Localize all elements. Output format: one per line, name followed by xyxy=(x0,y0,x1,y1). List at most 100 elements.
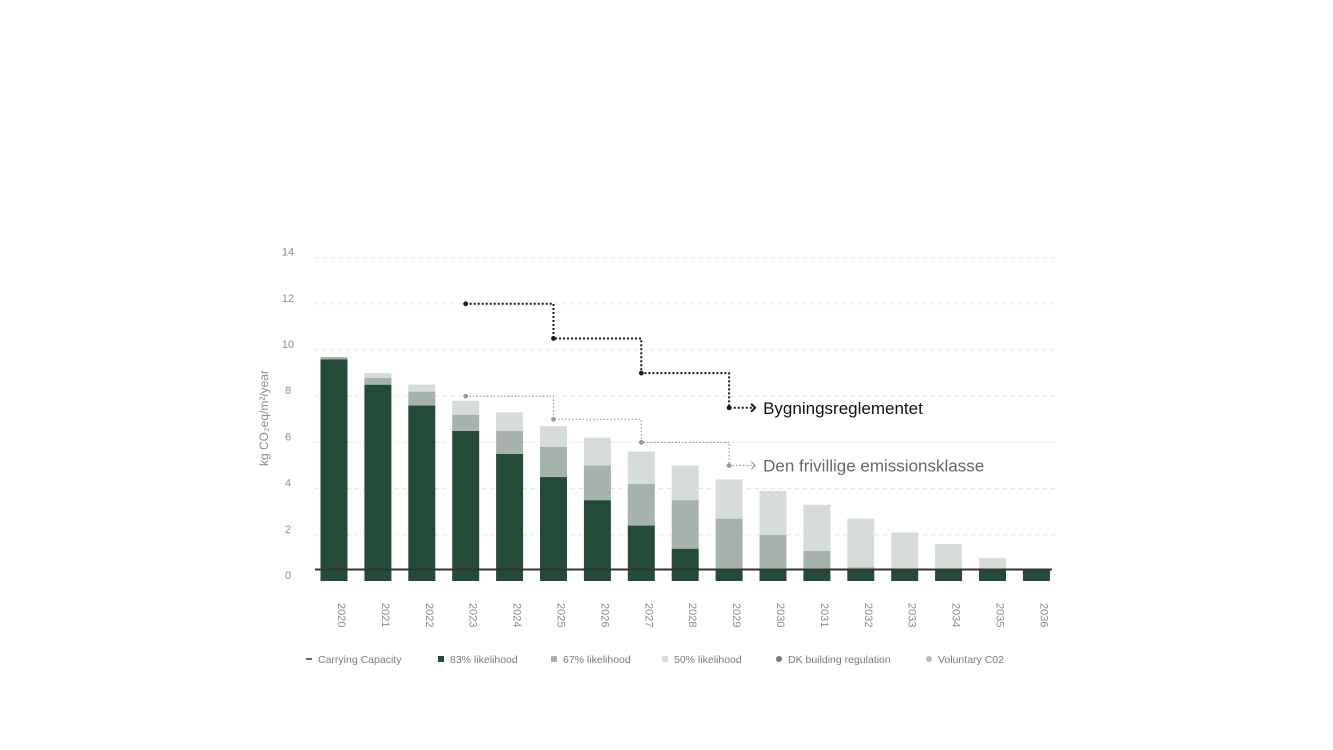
bar-2025-series-0 xyxy=(540,477,567,581)
y-tick-label: 8 xyxy=(285,385,291,397)
bar-2029-series-2 xyxy=(715,479,743,519)
bar-2030-series-1 xyxy=(759,534,787,570)
legend-marker xyxy=(662,656,668,662)
bar-2023-series-2 xyxy=(452,400,480,415)
bar-2029-series-0 xyxy=(715,569,743,581)
bar-2024-series-1 xyxy=(496,430,524,454)
bar-2036-series-0 xyxy=(1022,569,1050,581)
bar-2030-series-0 xyxy=(759,569,787,581)
y-tick-label: 14 xyxy=(282,247,294,259)
x-axis-ticks: 2020 2021 2022 2023 2024 2025 2026 2027 2028 2029… xyxy=(335,603,1049,627)
bar-2028-series-2 xyxy=(671,465,699,501)
legend-marker xyxy=(551,656,557,662)
x-tick-label: 2025 xyxy=(555,603,567,627)
legend-label: Voluntary C02 xyxy=(938,654,1004,666)
bar-2020-series-0 xyxy=(320,359,348,581)
x-tick-label: 2032 xyxy=(862,603,874,627)
bar-2034-series-2 xyxy=(935,544,963,570)
bar-2032-series-0 xyxy=(847,569,875,581)
y-tick-label: 2 xyxy=(285,524,291,536)
bar-2027-series-2 xyxy=(627,451,655,484)
x-tick-label: 2028 xyxy=(686,603,698,627)
x-tick-label: 2034 xyxy=(950,603,962,627)
x-tick-label: 2022 xyxy=(423,603,435,627)
bar-2029-series-1 xyxy=(715,518,743,570)
x-tick-label: 2035 xyxy=(994,603,1006,627)
bar-2035-series-2 xyxy=(979,557,1006,570)
bar-2026-series-0 xyxy=(583,500,611,581)
x-tick-label: 2036 xyxy=(1037,603,1049,627)
legend-label: 50% likelihood xyxy=(674,654,742,666)
y-tick-label: 12 xyxy=(282,293,294,305)
legend-label: DK building regulation xyxy=(788,654,891,666)
legend-marker xyxy=(776,656,782,662)
bar-2026-series-2 xyxy=(583,437,611,466)
y-tick-label: 4 xyxy=(285,478,291,490)
x-tick-label: 2027 xyxy=(642,603,654,627)
legend-label: 67% likelihood xyxy=(563,654,631,666)
bar-2024-series-0 xyxy=(496,453,524,581)
bar-series xyxy=(320,356,1050,581)
voluntary-co2-line xyxy=(465,395,756,467)
bar-2030-series-2 xyxy=(759,490,787,535)
y-axis-label: kg CO₂eq/m²/year xyxy=(257,370,271,466)
bar-2032-series-1 xyxy=(847,567,875,570)
dk-building-regulation-line xyxy=(465,302,756,409)
dk-building-regulation-annotation: Bygningsreglementet xyxy=(763,399,923,418)
bar-2027-series-0 xyxy=(627,525,655,581)
bar-2033-series-2 xyxy=(891,532,919,570)
y-tick-label: 0 xyxy=(285,570,291,582)
x-tick-label: 2021 xyxy=(379,603,391,627)
legend-label: 83% likelihood xyxy=(450,654,518,666)
bar-2031-series-0 xyxy=(803,569,831,581)
bar-2021-series-2 xyxy=(364,373,392,378)
bar-2028-series-0 xyxy=(671,548,699,581)
dk-building-regulation-point xyxy=(551,336,556,341)
bar-2024-series-2 xyxy=(496,412,524,431)
bar-2025-series-2 xyxy=(540,426,567,448)
y-tick-label: 6 xyxy=(285,431,291,443)
x-tick-label: 2033 xyxy=(906,603,918,627)
dk-building-regulation-point xyxy=(726,405,732,411)
x-tick-label: 2030 xyxy=(774,603,786,627)
bar-2025-series-1 xyxy=(540,447,567,478)
voluntary-co2-annotation: Den frivillige emissionsklasse xyxy=(763,457,984,476)
bar-2035-series-0 xyxy=(979,569,1006,581)
legend-marker xyxy=(926,656,932,662)
bar-2023-series-0 xyxy=(452,430,480,581)
bar-2022-series-1 xyxy=(408,391,436,406)
bar-2021-series-1 xyxy=(364,377,392,385)
dk-building-regulation-arrowhead xyxy=(750,403,757,413)
dk-building-regulation-point xyxy=(638,370,644,376)
x-tick-label: 2024 xyxy=(511,603,523,627)
voluntary-co2-point xyxy=(551,416,556,422)
x-tick-label: 2031 xyxy=(818,603,830,627)
voluntary-co2-point xyxy=(726,463,732,468)
voluntary-co2-arrowhead xyxy=(750,461,756,470)
bar-2023-series-1 xyxy=(452,414,480,431)
bar-2033-series-0 xyxy=(891,569,919,581)
bar-2031-series-2 xyxy=(803,504,831,551)
voluntary-co2-point xyxy=(638,440,644,445)
bar-2028-series-1 xyxy=(671,500,699,549)
bar-2031-series-1 xyxy=(803,550,831,570)
bar-2022-series-2 xyxy=(408,384,436,392)
y-tick-label: 10 xyxy=(282,339,294,351)
x-tick-label: 2029 xyxy=(730,603,742,627)
bar-2020-series-1 xyxy=(320,356,348,360)
bar-2026-series-1 xyxy=(583,465,611,501)
bar-2027-series-1 xyxy=(627,483,655,526)
bar-2022-series-0 xyxy=(408,405,436,581)
regulation-step-lines: Bygningsreglementet Den frivillige emissi… xyxy=(463,301,984,476)
dk-building-regulation-point xyxy=(463,301,469,307)
y-axis-ticks: 0 2 4 6 8 10 12 14 xyxy=(282,247,294,582)
x-tick-label: 2020 xyxy=(335,603,347,627)
x-tick-label: 2026 xyxy=(598,603,610,627)
legend-marker xyxy=(438,656,444,662)
bar-2034-series-0 xyxy=(935,569,963,581)
legend: Carrying Capacity 83% likelihood 67% likel… xyxy=(306,654,1004,666)
bar-2021-series-0 xyxy=(364,384,392,581)
legend-label: Carrying Capacity xyxy=(318,654,402,666)
voluntary-co2-point xyxy=(463,393,469,399)
